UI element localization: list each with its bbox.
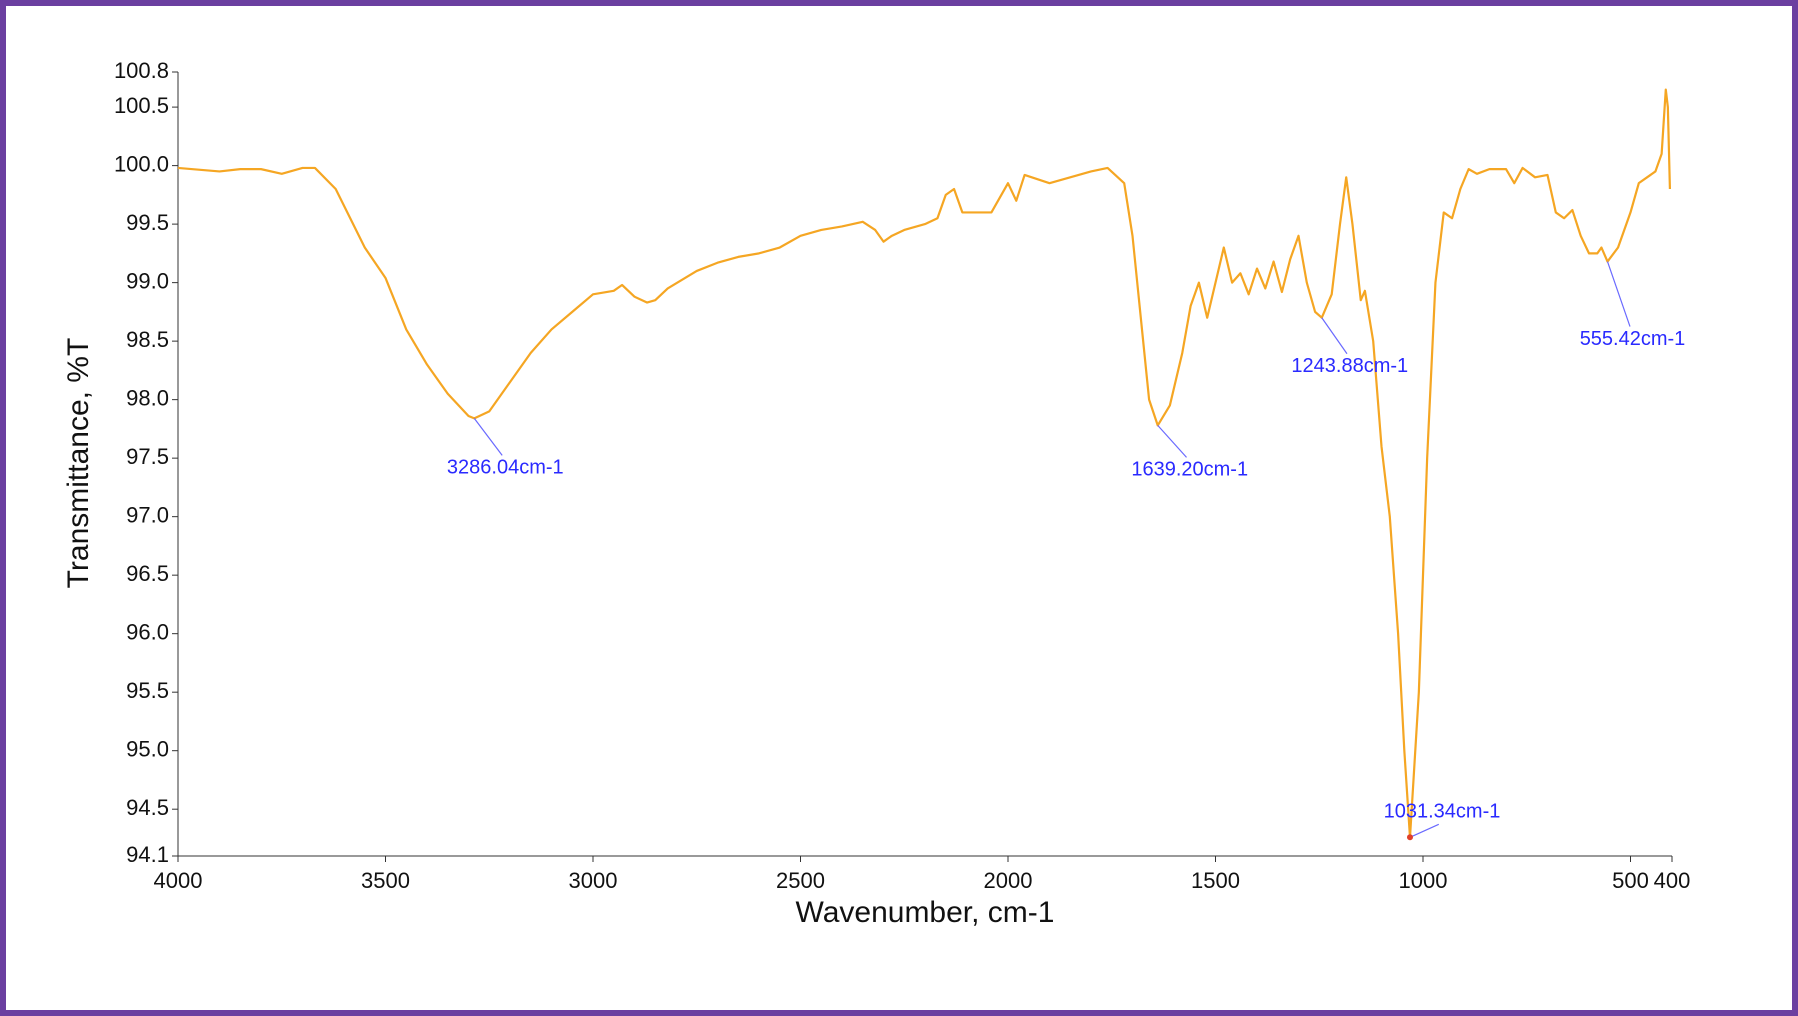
y-tick-label: 99.5 <box>126 210 169 235</box>
y-tick-label: 99.0 <box>126 268 169 293</box>
x-tick-label: 1000 <box>1399 868 1448 893</box>
y-tick-label: 100.8 <box>114 58 169 83</box>
annotation-label: 1243.88cm-1 <box>1291 355 1408 377</box>
y-tick-label: 96.0 <box>126 619 169 644</box>
x-tick-label: 3000 <box>569 868 618 893</box>
x-tick-label: 2500 <box>776 868 825 893</box>
y-axis-title: Transmittance, %T <box>62 338 95 589</box>
x-tick-label: 3500 <box>361 868 410 893</box>
y-tick-label: 96.5 <box>126 561 169 586</box>
annotation-leader <box>473 418 503 456</box>
y-tick-label: 100.0 <box>114 151 169 176</box>
annotation-label: 3286.04cm-1 <box>447 457 564 479</box>
y-tick-label: 98.0 <box>126 385 169 410</box>
y-tick-label: 95.5 <box>126 678 169 703</box>
x-tick-label: 400 <box>1654 868 1691 893</box>
y-tick-label: 94.1 <box>126 842 169 867</box>
annotation-label: 1031.34cm-1 <box>1384 801 1501 823</box>
y-tick-label: 98.5 <box>126 327 169 352</box>
annotation-label: 1639.20cm-1 <box>1131 459 1248 481</box>
annotation-leader <box>1321 317 1348 355</box>
x-tick-label: 500 <box>1612 868 1649 893</box>
x-tick-label: 1500 <box>1191 868 1240 893</box>
spectrum-line <box>177 88 1672 839</box>
y-tick-label: 95.0 <box>126 736 169 761</box>
y-tick-label: 100.5 <box>114 93 169 118</box>
y-tick-label: 97.5 <box>126 444 169 469</box>
x-tick-label: 4000 <box>154 868 203 893</box>
x-tick-label: 2000 <box>984 868 1033 893</box>
annotation-point <box>1406 834 1413 841</box>
annotation-leader <box>1157 424 1187 458</box>
annotation-leader <box>1606 261 1631 327</box>
x-axis-title: Wavenumber, cm-1 <box>796 896 1055 929</box>
annotation-label: 555.42cm-1 <box>1580 328 1686 350</box>
y-tick-label: 94.5 <box>126 795 169 820</box>
y-tick-label: 97.0 <box>126 502 169 527</box>
annotation-leader <box>1409 823 1440 838</box>
